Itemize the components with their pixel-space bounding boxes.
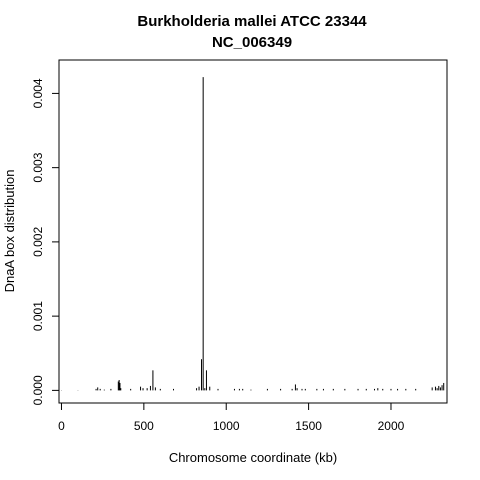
y-tick-label: 0.001 (31, 301, 45, 331)
x-tick-label: 500 (134, 419, 154, 433)
bar-group (60, 77, 445, 391)
x-axis-label: Chromosome coordinate (kb) (169, 450, 337, 465)
y-axis-ticks: 0.000 0.001 0.002 0.003 0.004 (31, 78, 59, 405)
y-tick-label: 0.003 (31, 152, 45, 182)
x-tick-label: 2000 (378, 419, 405, 433)
y-tick-label: 0.002 (31, 227, 45, 257)
plot-frame (58, 59, 448, 404)
chart-title: Burkholderia mallei ATCC 23344 (137, 13, 367, 30)
x-axis-ticks: 0 500 1000 1500 2000 (58, 403, 405, 433)
y-axis-label: DnaA box distribution (2, 170, 17, 293)
x-tick-label: 1000 (213, 419, 240, 433)
y-tick-label: 0.004 (31, 78, 45, 108)
chart-subtitle: NC_006349 (212, 34, 292, 51)
y-tick-label: 0.000 (31, 375, 45, 405)
x-tick-label: 1500 (295, 419, 322, 433)
x-tick-label: 0 (58, 419, 65, 433)
